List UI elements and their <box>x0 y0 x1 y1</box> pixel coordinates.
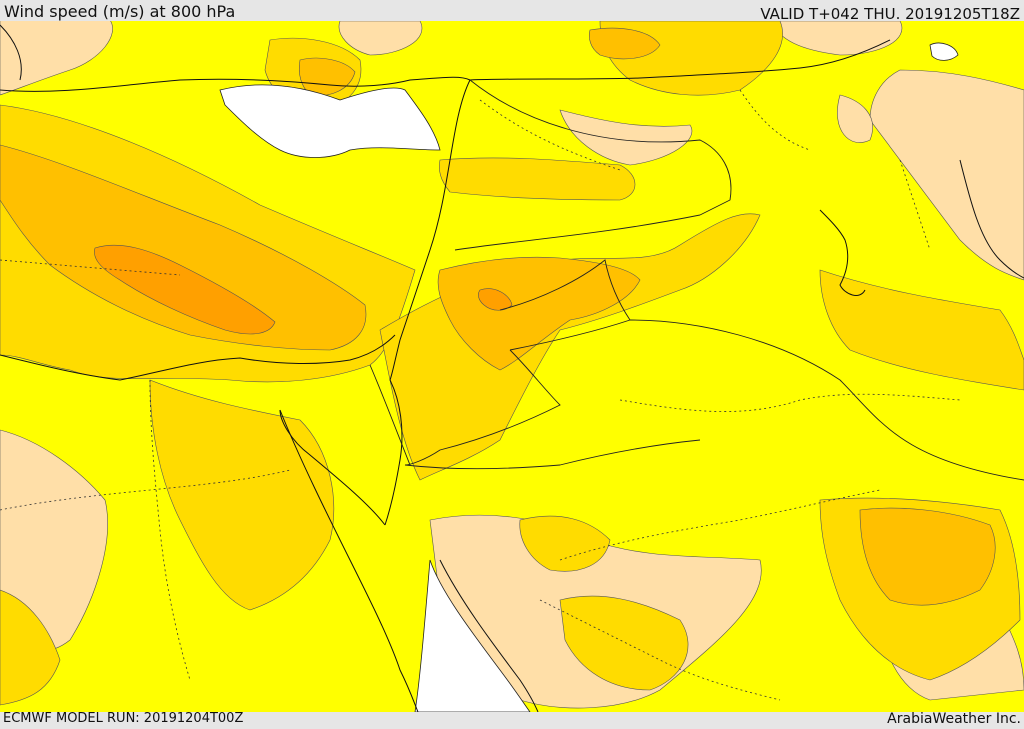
political-borders <box>369 79 1024 481</box>
credit-label: ArabiaWeather Inc. <box>887 711 1021 727</box>
sea-mask <box>219 42 959 712</box>
admin-boundaries <box>0 89 961 701</box>
model-run-label: ECMWF MODEL RUN: 20191204T00Z <box>3 711 244 726</box>
map-title: Wind speed (m/s) at 800 hPa <box>4 2 236 21</box>
wind-speed-map <box>0 21 1024 712</box>
valid-time-label: VALID T+042 THU. 20191205T18Z <box>760 5 1020 23</box>
wind-band-4 <box>94 244 513 335</box>
wind-band-3 <box>0 27 996 606</box>
coastlines <box>0 24 1024 712</box>
